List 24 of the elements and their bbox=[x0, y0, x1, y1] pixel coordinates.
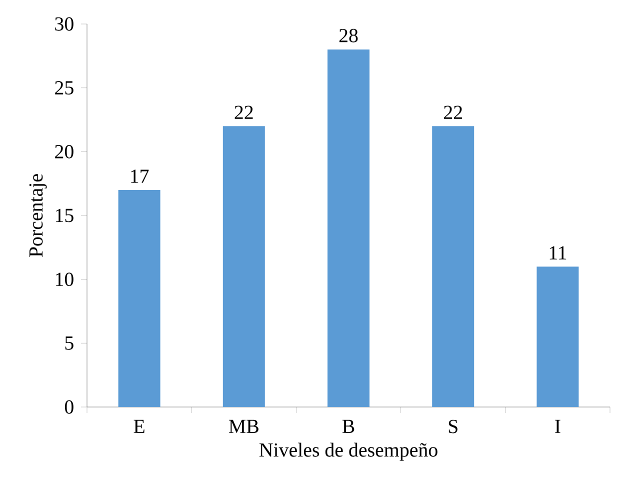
y-tick-label: 10 bbox=[56, 272, 74, 286]
y-axis-title: Porcentaje bbox=[29, 174, 47, 257]
x-tick-label: MB bbox=[228, 420, 258, 433]
bar bbox=[222, 126, 265, 407]
x-tick-label: E bbox=[134, 420, 144, 433]
bar bbox=[118, 190, 160, 407]
x-tick-label: I bbox=[555, 420, 560, 433]
bar bbox=[536, 266, 579, 407]
bar bbox=[328, 50, 370, 407]
x-tick-label: B bbox=[342, 420, 354, 433]
y-tick-label: 30 bbox=[55, 17, 74, 31]
y-tick-label: 15 bbox=[56, 208, 74, 222]
x-axis-title: Niveles de desempeño bbox=[259, 442, 438, 461]
y-tick-label: 25 bbox=[55, 81, 74, 95]
data-label: 17 bbox=[131, 170, 149, 183]
data-label: 22 bbox=[234, 106, 253, 119]
data-label: 28 bbox=[339, 28, 358, 42]
y-tick-label: 5 bbox=[65, 336, 74, 350]
data-label: 22 bbox=[444, 106, 462, 119]
bar bbox=[432, 126, 474, 407]
data-label: 11 bbox=[550, 246, 566, 260]
y-tick-label: 0 bbox=[64, 400, 74, 414]
x-tick-label: S bbox=[448, 420, 458, 434]
y-tick-label: 20 bbox=[55, 144, 74, 158]
